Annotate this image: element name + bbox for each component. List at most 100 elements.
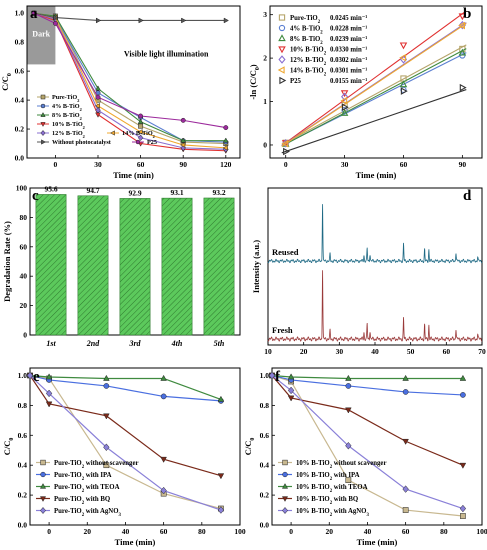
series-line (33, 12, 226, 150)
marker-triangle-down (40, 122, 46, 127)
marker-triangle-left (94, 103, 101, 109)
panel-letter: c (32, 188, 39, 204)
y-tick-label: 1 (263, 97, 267, 106)
plot-frame (267, 187, 483, 346)
y-tick-label: 0.4 (15, 96, 25, 105)
series-label: Reused (272, 247, 299, 257)
legend-label: 12% B-TiO2 (290, 57, 327, 67)
legend-label: P25 (290, 78, 302, 85)
marker-square (345, 477, 352, 483)
legend-label: Pure-TiO2 with TEOA (54, 484, 120, 494)
marker-triangle-left (277, 66, 285, 74)
legend-rate: 0.0228 min⁻¹ (330, 26, 367, 33)
x-tick-label: 30 (94, 160, 102, 169)
fit-line (281, 89, 467, 154)
y-tick-label: 0.8 (18, 401, 28, 410)
marker-triangle-up (137, 118, 144, 124)
marker-triangle-up (39, 483, 47, 489)
x-tick-label: 20 (84, 527, 92, 536)
legend-label: 10% B-TiO2 with AgNO3 (296, 508, 369, 518)
x-tick-label: 30 (341, 160, 349, 169)
x-tick-label: 60 (443, 347, 451, 356)
y-tick-label: 0.0 (15, 154, 25, 163)
y-tick-label: 0.8 (260, 401, 270, 410)
y-tick-label: 0.2 (260, 491, 270, 500)
marker-triangle-up (160, 374, 167, 381)
legend-label: 4% B-TiO2 (52, 103, 82, 112)
marker-triangle-up (281, 483, 289, 489)
marker-circle (180, 117, 186, 123)
x-axis-title: Time (min) (115, 537, 156, 547)
marker-triangle-up (222, 137, 229, 143)
y-tick-label: 0.2 (18, 491, 28, 500)
y-tick-label: 0.4 (260, 461, 270, 470)
marker-triangle-up (103, 374, 110, 381)
x-tick-label: 30 (336, 347, 344, 356)
marker-triangle-up (180, 137, 187, 143)
x-tick-label: 60 (400, 160, 408, 169)
marker-triangle-down (39, 496, 47, 502)
marker-triangle-down (281, 496, 289, 502)
panel-b: 0 30 60 90 0 1 2 3 Pure-TiO2 0.0245 min⁻¹ 4% B-TiO… (248, 5, 483, 180)
marker-triangle-right (138, 17, 144, 24)
marker-triangle-down (402, 438, 409, 445)
x-tick-label: 0 (54, 160, 58, 169)
x-tick-label: 100 (476, 527, 487, 536)
category-label: 4th (171, 339, 183, 348)
marker-square (40, 459, 46, 466)
x-tick-label: 40 (371, 347, 379, 356)
marker-circle (95, 94, 101, 100)
marker-triangle-up (40, 112, 46, 117)
y-tick-label: 100 (16, 184, 28, 193)
series-line (29, 374, 221, 402)
marker-triangle-up (458, 48, 467, 56)
fit-line (281, 48, 467, 147)
marker-triangle-up (95, 85, 101, 91)
marker-triangle-right (181, 17, 187, 24)
x-tick-label: 80 (198, 527, 206, 536)
x-tick-label: 40 (122, 527, 130, 536)
y-axis-title: C/C0 (0, 73, 13, 91)
legend-label: Pure-TiO2 (52, 94, 79, 103)
legend-label: 10% B-TiO2 with TEOA (296, 484, 368, 494)
y-tick-label: 0 (263, 140, 267, 149)
x-tick-label: 90 (459, 160, 467, 169)
x-tick-label: 10 (264, 347, 272, 356)
x-tick-label: 100 (234, 527, 246, 536)
marker-triangle-down (399, 42, 408, 50)
y-tick-label: 80 (20, 213, 28, 222)
marker-circle (282, 471, 288, 478)
marker-triangle-down (345, 407, 352, 414)
panel-letter: d (463, 188, 472, 204)
plot-frame (29, 367, 241, 526)
marker-diamond (217, 506, 225, 514)
y-tick-label: 0.0 (260, 521, 270, 530)
marker-diamond (287, 386, 295, 395)
legend-label: 10% B-TiO2 (52, 121, 85, 130)
series-line (271, 375, 464, 466)
series-line (271, 374, 463, 380)
marker-triangle-up (287, 373, 295, 380)
xrd-pattern (267, 204, 483, 264)
legend-label: 10% B-TiO2 with IPA (296, 472, 360, 482)
marker-triangle-left (180, 142, 186, 148)
y-axis-title: -ln (C/C0) (248, 64, 261, 99)
panel-a: 0 30 60 90 120 0.0 0.2 0.4 0.6 0.8 1.0 Dark Visible … (0, 5, 241, 180)
marker-diamond (95, 106, 101, 114)
series-line (33, 12, 226, 152)
x-tick-label: 70 (478, 347, 486, 356)
bar-value-label: 93.2 (212, 188, 225, 197)
marker-triangle-right (41, 139, 46, 145)
y-tick-label: 0.4 (18, 461, 28, 470)
y-tick-label: 0.2 (15, 125, 25, 134)
y-tick-label: 3 (263, 10, 267, 19)
marker-diamond (341, 92, 349, 101)
legend-label: 10% B-TiO2 without scavenger (296, 460, 386, 470)
legend-label: 14% B-TiO2 (290, 68, 327, 78)
marker-triangle-right (283, 147, 290, 156)
fit-line (281, 10, 467, 147)
bar (119, 198, 151, 336)
dark-label: Dark (32, 29, 50, 38)
legend-label: 10% B-TiO2 with BQ (296, 496, 358, 506)
marker-triangle-down (103, 413, 110, 420)
